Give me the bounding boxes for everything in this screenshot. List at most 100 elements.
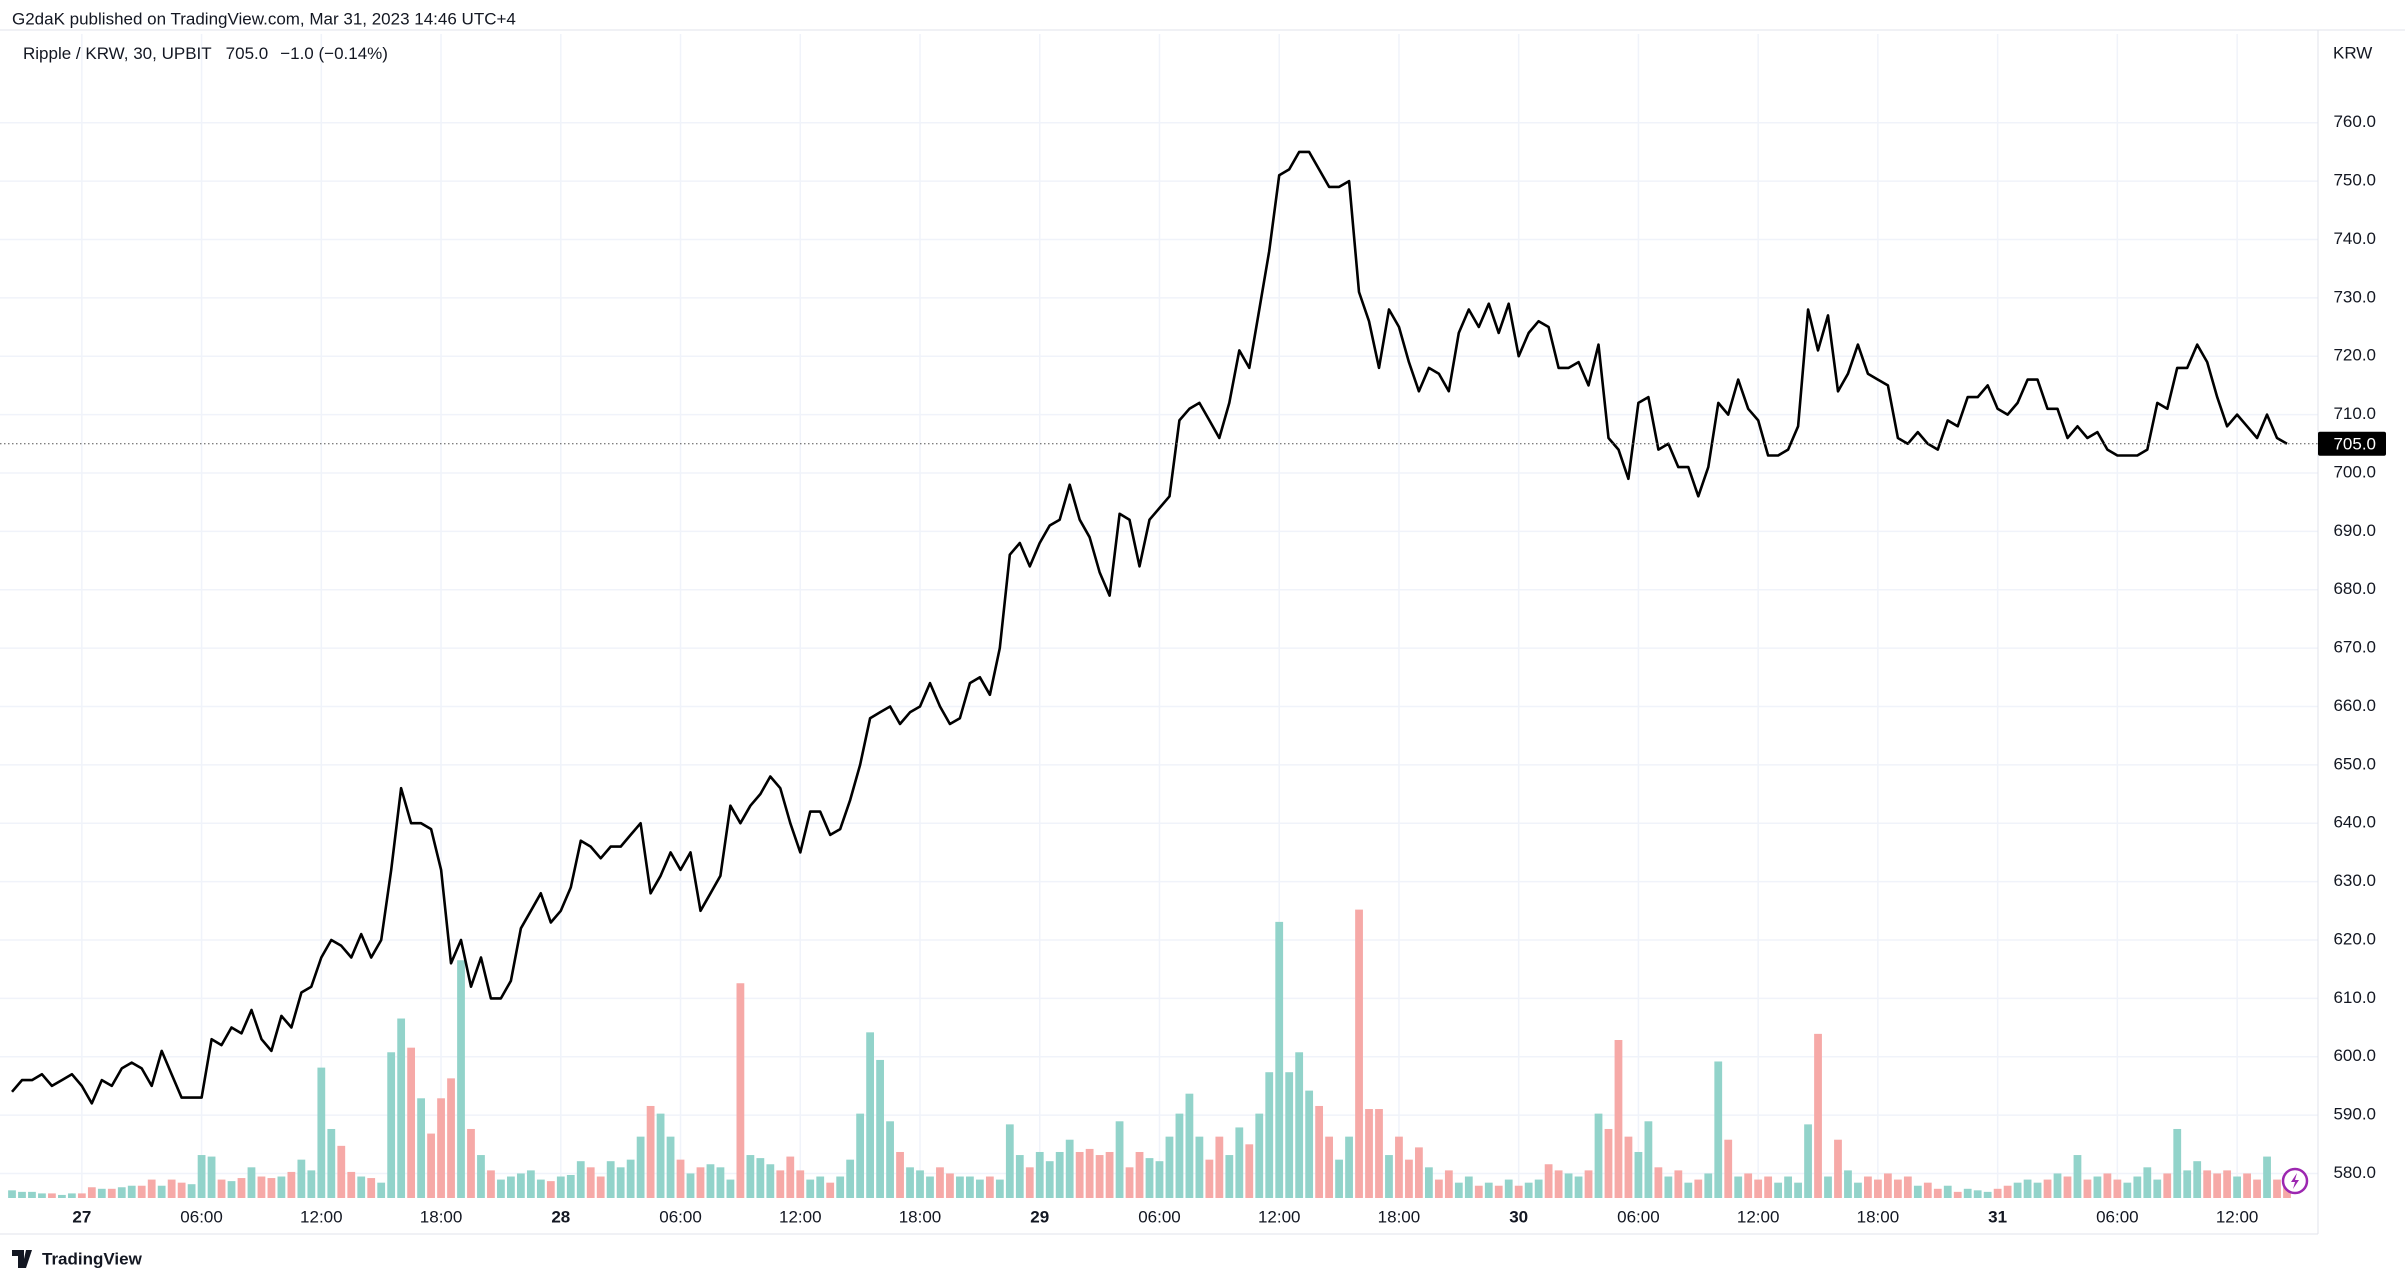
volume-bar: [1105, 1151, 1114, 1198]
volume-bar: [2063, 1176, 2072, 1198]
volume-bar: [1225, 1155, 1234, 1198]
volume-bar: [806, 1179, 815, 1198]
volume-bar: [28, 1191, 36, 1198]
volume-bar: [1315, 1105, 1324, 1198]
volume-bar: [626, 1159, 635, 1198]
volume-bar: [1165, 1136, 1174, 1198]
volume-bar: [1125, 1167, 1134, 1198]
volume-bar: [1385, 1155, 1393, 1198]
volume-bar: [1913, 1185, 1922, 1198]
volume-bar: [1424, 1167, 1433, 1198]
x-tick-label: 18:00: [1857, 1207, 1900, 1226]
volume-bar: [736, 983, 745, 1198]
volume-bar: [666, 1136, 675, 1198]
volume-bar: [1045, 1161, 1054, 1198]
volume-bar: [1454, 1182, 1463, 1198]
volume-bar: [1704, 1173, 1713, 1198]
volume-bar: [1624, 1136, 1633, 1198]
volume-bar: [1953, 1191, 1962, 1198]
volume-bar: [2143, 1167, 2152, 1198]
x-tick-label: 18:00: [899, 1207, 942, 1226]
volume-bar: [966, 1176, 974, 1198]
volume-bar: [38, 1193, 46, 1198]
y-tick-label: 710.0: [2333, 404, 2376, 423]
volume-bar: [926, 1176, 934, 1198]
volume-bar: [1035, 1151, 1044, 1198]
volume-bar: [1115, 1121, 1124, 1198]
volume-bar: [2203, 1170, 2212, 1198]
volume-bar: [217, 1179, 226, 1198]
volume-bar: [407, 1047, 416, 1198]
y-tick-label: 680.0: [2333, 579, 2376, 598]
y-tick-label: 590.0: [2333, 1105, 2376, 1124]
volume-bar: [1195, 1136, 1204, 1198]
grid: [0, 34, 2318, 1198]
y-tick-label: 600.0: [2333, 1046, 2376, 1065]
volume-bar: [2223, 1170, 2232, 1198]
volume-bar: [546, 1181, 555, 1198]
published: G2daK published on TradingView.com, Mar …: [12, 9, 516, 28]
volume-bar: [107, 1188, 116, 1198]
volume-bar: [177, 1182, 186, 1198]
y-tick-label: 640.0: [2333, 813, 2376, 832]
volume-bar: [1055, 1151, 1064, 1198]
volume-bar: [1474, 1185, 1483, 1198]
x-tick-label: 12:00: [779, 1207, 822, 1226]
volume-bar: [1015, 1155, 1024, 1198]
volume-bar: [1774, 1182, 1783, 1198]
volume-bar: [267, 1178, 276, 1198]
volume-bar: [1943, 1185, 1952, 1198]
volume-bar: [1744, 1173, 1753, 1198]
volume-bar: [2233, 1176, 2242, 1198]
volume-bar: [2083, 1179, 2092, 1198]
volume-bar: [507, 1176, 515, 1198]
volume-bar: [1305, 1090, 1314, 1198]
volume-bar: [247, 1167, 256, 1198]
y-tick-label: 670.0: [2333, 638, 2376, 657]
volume-bar: [1534, 1179, 1543, 1198]
volume-bar: [746, 1155, 755, 1198]
volume-bar: [776, 1170, 785, 1198]
x-tick-label: 29: [1030, 1207, 1049, 1226]
volume-bar: [1694, 1179, 1703, 1198]
volume-bar: [1604, 1128, 1613, 1198]
volume-bar: [696, 1167, 705, 1198]
volume-bar: [1883, 1173, 1892, 1198]
volume-bar: [2013, 1182, 2022, 1198]
volume-bar: [497, 1179, 505, 1198]
volume-bar: [1175, 1113, 1184, 1198]
legend: Ripple / KRW, 30, UPBIT 705.0 −1.0 (−0.14%…: [23, 44, 388, 63]
icon[interactable]: [2281, 1167, 2309, 1195]
volume-bar: [117, 1187, 126, 1198]
volume-bar: [556, 1176, 565, 1198]
volume-bar: [2113, 1179, 2122, 1198]
y-tick-label: 760.0: [2333, 112, 2376, 131]
logo[interactable]: [12, 1250, 32, 1268]
volume-bar: [1654, 1167, 1663, 1198]
x-tick-label: 30: [1509, 1207, 1528, 1226]
volume-bar: [2263, 1156, 2271, 1198]
y-tick-label: 720.0: [2333, 346, 2376, 365]
volume-bar: [277, 1176, 286, 1198]
volume-bar: [876, 1059, 884, 1198]
volume-bar: [1395, 1136, 1403, 1198]
volume-bar: [1874, 1179, 1882, 1198]
volume-bar: [18, 1191, 26, 1198]
volume-bar: [856, 1113, 865, 1198]
x-tick-label: 06:00: [180, 1207, 223, 1226]
volume-bar: [536, 1179, 545, 1198]
volume-bar: [796, 1170, 805, 1198]
volume-bar: [866, 1032, 875, 1198]
volume-bar: [826, 1182, 835, 1198]
volume-bar: [1085, 1148, 1094, 1198]
y-tick-label: 700.0: [2333, 462, 2376, 481]
volume-bar: [1005, 1124, 1014, 1198]
volume-bar: [786, 1156, 795, 1198]
volume-bar: [1285, 1072, 1294, 1198]
volume: [8, 909, 2291, 1198]
volume-bar: [1854, 1182, 1862, 1198]
volume-bar: [57, 1194, 66, 1198]
volume-bar: [207, 1156, 216, 1198]
volume-bar: [2133, 1176, 2142, 1198]
